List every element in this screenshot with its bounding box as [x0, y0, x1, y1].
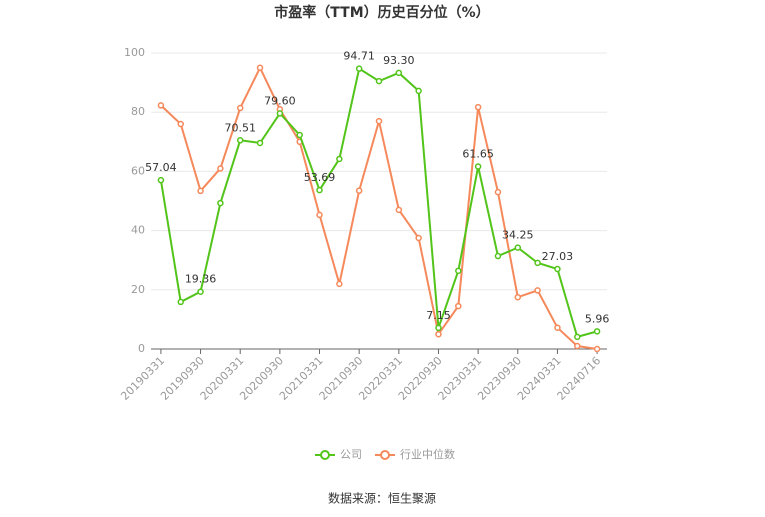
series-line: [159, 67, 598, 339]
point: [395, 206, 403, 214]
point: [355, 187, 363, 194]
source: 数据来源：恒生聚源: [328, 491, 436, 506]
data-label: 93.30: [383, 54, 415, 67]
point: [593, 345, 601, 353]
data-label: 57.04: [145, 161, 177, 174]
point: [336, 280, 343, 288]
point: [534, 287, 541, 294]
point: [574, 342, 581, 350]
legend-label: 公司: [340, 448, 362, 461]
point: [415, 234, 422, 242]
y-tick-label: 100: [124, 46, 145, 59]
point: [593, 328, 601, 335]
point: [276, 110, 284, 117]
point: [415, 87, 422, 95]
data-label: 19.36: [185, 273, 217, 286]
point: [217, 165, 224, 172]
legend-marker: [380, 450, 390, 460]
point: [236, 104, 244, 112]
point: [316, 186, 323, 194]
point: [217, 199, 224, 207]
data-label: 70.51: [224, 121, 256, 134]
chart-title: 市盈率（TTM）历史百分位（%）: [274, 4, 489, 21]
data-label: 34.25: [502, 229, 534, 242]
data-label: 94.71: [343, 50, 375, 63]
legend-label: 行业中位数: [400, 447, 455, 461]
x-tick-label: 20240716: [555, 354, 604, 403]
point: [256, 139, 264, 147]
point: [336, 155, 343, 163]
point: [514, 293, 522, 301]
y-tick-label: 60: [131, 164, 145, 177]
point: [296, 131, 303, 139]
y-tick-label: 0: [138, 342, 145, 355]
y-tick-label: 40: [131, 224, 145, 237]
point: [514, 244, 522, 251]
data-label: 79.60: [264, 94, 296, 107]
point: [197, 288, 204, 295]
point: [494, 188, 502, 196]
point: [534, 259, 541, 267]
point: [455, 302, 462, 310]
point: [197, 187, 204, 195]
point: [157, 176, 165, 184]
point: [435, 330, 442, 338]
legend-marker: [320, 450, 330, 460]
point: [236, 137, 244, 144]
data-label: 27.03: [542, 250, 574, 263]
point: [177, 120, 184, 128]
point: [256, 64, 264, 72]
series-line: [160, 65, 598, 350]
point: [455, 267, 462, 275]
data-label: 7.15: [426, 309, 451, 322]
point: [177, 298, 184, 306]
point: [574, 333, 581, 341]
point: [375, 117, 383, 125]
point: [474, 103, 482, 111]
point: [316, 211, 323, 219]
point: [355, 65, 363, 72]
point: [494, 252, 502, 260]
point: [554, 324, 561, 331]
point: [435, 324, 442, 332]
point: [474, 163, 482, 170]
point: [157, 102, 165, 109]
y-tick-label: 20: [131, 283, 145, 296]
point: [375, 77, 383, 85]
y-tick-label: 80: [131, 105, 145, 118]
data-label: 5.96: [585, 312, 610, 325]
data-label: 53.69: [304, 171, 336, 184]
point: [395, 69, 403, 77]
point: [554, 265, 561, 273]
data-label: 61.65: [462, 148, 494, 161]
